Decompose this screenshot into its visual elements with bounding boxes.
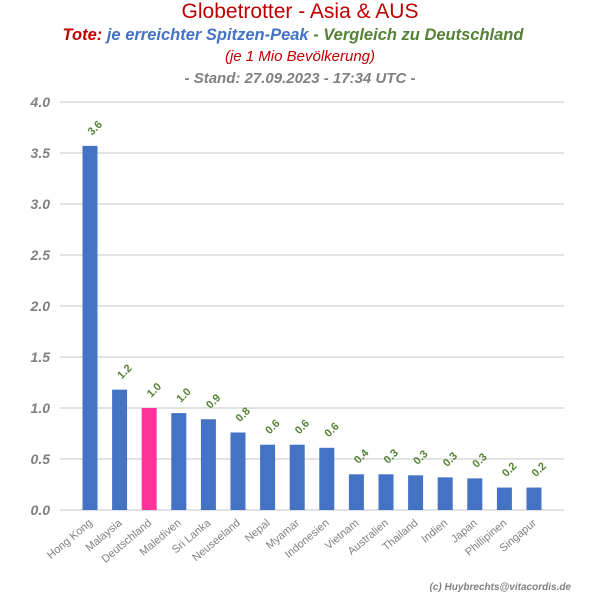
subtitle-suffix: - Vergleich zu Deutschland bbox=[313, 26, 524, 44]
data-label: 0.4 bbox=[352, 446, 372, 466]
y-tick-label: 3.0 bbox=[31, 196, 51, 212]
y-tick-label: 1.5 bbox=[31, 349, 51, 365]
x-axis-ticks: Hong KongMalaysiaDeutschlandMaledivenSri… bbox=[45, 517, 539, 566]
bar-sri-lanka bbox=[200, 419, 216, 510]
data-label: 0.2 bbox=[500, 460, 519, 479]
data-label: 0.3 bbox=[382, 447, 401, 466]
y-axis-ticks: 0.0 0.5 1.0 1.5 2.0 2.5 3.0 3.5 4.0 bbox=[30, 94, 51, 518]
bar-nepal bbox=[260, 444, 276, 510]
x-tick-label: Indien bbox=[419, 517, 450, 545]
bar-japan bbox=[467, 478, 483, 510]
chart-timestamp: - Stand: 27.09.2023 - 17:34 UTC - bbox=[185, 70, 416, 87]
chart-subtitle: Tote: je erreichter Spitzen-Peak - Vergl… bbox=[63, 26, 525, 44]
data-label: 0.6 bbox=[293, 418, 312, 437]
bar-malediven bbox=[171, 413, 187, 510]
subtitle-prefix: Tote: bbox=[63, 26, 103, 44]
y-tick-label: 2.0 bbox=[30, 298, 51, 314]
credit-text: (c) Huybrechts@vitacordis.de bbox=[430, 582, 572, 593]
bar-singapur bbox=[526, 487, 542, 510]
data-label: 0.3 bbox=[411, 448, 430, 467]
bar-myamar bbox=[289, 444, 305, 510]
chart-title: Globetrotter - Asia & AUS bbox=[182, 0, 419, 23]
data-label: 0.6 bbox=[263, 418, 282, 437]
bar-malaysia bbox=[112, 389, 128, 510]
bar-neuseeland bbox=[230, 432, 246, 510]
bar-indonesien bbox=[319, 447, 335, 510]
bar-deutschland bbox=[141, 408, 157, 510]
y-tick-label: 0.0 bbox=[31, 502, 51, 518]
bar-australien bbox=[378, 474, 394, 510]
bar-vietnam bbox=[348, 474, 364, 510]
bar-hong-kong bbox=[82, 145, 98, 511]
y-tick-label: 4.0 bbox=[30, 94, 51, 110]
data-label: 1.0 bbox=[145, 381, 164, 400]
y-tick-label: 0.5 bbox=[31, 451, 51, 467]
data-label: 1.0 bbox=[174, 386, 193, 405]
chart-note: (je 1 Mio Bevölkerung) bbox=[225, 48, 375, 65]
bar-indien bbox=[437, 477, 453, 510]
data-label: 3.6 bbox=[86, 119, 105, 138]
bar-thailand bbox=[408, 475, 424, 510]
data-label: 1.2 bbox=[115, 362, 134, 381]
y-tick-label: 1.0 bbox=[31, 400, 51, 416]
bars bbox=[82, 145, 542, 511]
subtitle-main: je erreichter Spitzen-Peak bbox=[105, 26, 310, 44]
data-label: 0.2 bbox=[530, 460, 549, 479]
data-label: 0.3 bbox=[470, 451, 489, 470]
x-tick-label: Hong Kong bbox=[45, 517, 95, 562]
y-tick-label: 2.5 bbox=[30, 247, 51, 263]
data-label: 0.3 bbox=[441, 450, 460, 469]
data-label: 0.6 bbox=[322, 421, 341, 440]
y-tick-label: 3.5 bbox=[31, 145, 51, 161]
bar-phillipinen bbox=[496, 487, 512, 510]
grid-lines bbox=[60, 101, 564, 511]
